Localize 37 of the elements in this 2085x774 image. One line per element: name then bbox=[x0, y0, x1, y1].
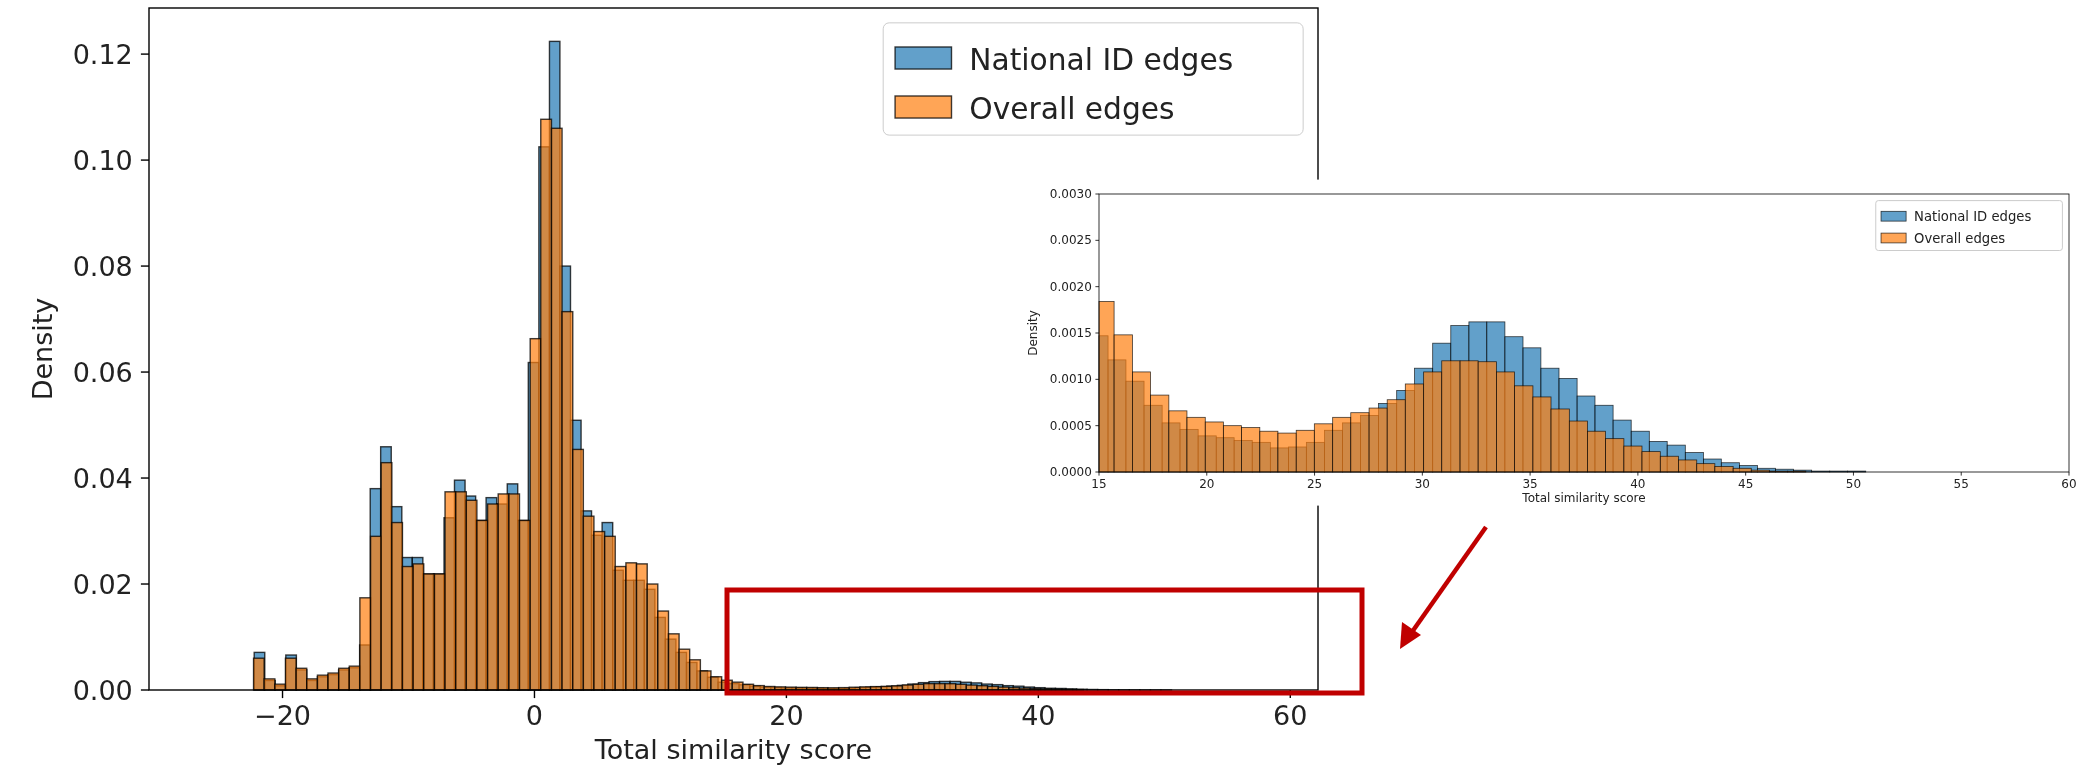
y-tick-label: 0.06 bbox=[72, 356, 133, 388]
x-tick-label: 25 bbox=[1306, 476, 1323, 491]
x-tick-label: 40 bbox=[1021, 700, 1056, 732]
x-tick-label: 60 bbox=[2061, 476, 2077, 491]
y-tick-label: 0.04 bbox=[72, 462, 133, 494]
x-tick-label: 15 bbox=[1091, 476, 1107, 491]
x-tick-label: 0 bbox=[525, 700, 544, 732]
x-tick-label: 20 bbox=[769, 700, 804, 732]
y-tick-label: 0.0000 bbox=[1049, 465, 1092, 479]
x-tick-label: 40 bbox=[1630, 476, 1646, 491]
x-axis-title: Total similarity score bbox=[593, 733, 873, 765]
x-tick-label: 20 bbox=[1199, 476, 1215, 491]
y-tick-label: 0.0030 bbox=[1049, 187, 1092, 201]
y-tick-label: 0.0015 bbox=[1049, 326, 1092, 340]
x-axis-title: Total similarity score bbox=[1521, 491, 1646, 506]
y-tick-label: 0.0005 bbox=[1049, 418, 1092, 433]
x-tick-label: 60 bbox=[1273, 700, 1308, 732]
x-tick-label: 50 bbox=[1845, 476, 1862, 491]
x-tick-label: 55 bbox=[1953, 476, 1969, 491]
y-tick-label: 0.10 bbox=[72, 144, 133, 176]
y-tick-label: 0.0025 bbox=[1049, 233, 1092, 248]
y-tick-label: 0.0010 bbox=[1049, 372, 1092, 387]
x-tick-label: 35 bbox=[1522, 476, 1538, 491]
x-tick-label: −20 bbox=[254, 700, 312, 732]
x-tick-label: 30 bbox=[1414, 476, 1430, 491]
y-tick-label: 0.12 bbox=[72, 38, 133, 70]
y-tick-label: 0.08 bbox=[72, 250, 133, 282]
x-tick-label: 45 bbox=[1738, 476, 1754, 491]
legend-label: Overall edges bbox=[1914, 231, 2006, 247]
legend-label: National ID edges bbox=[1914, 209, 2032, 225]
legend-label: Overall edges bbox=[969, 90, 1175, 126]
y-axis-title: Density bbox=[1025, 310, 1040, 356]
legend-label: National ID edges bbox=[969, 41, 1234, 77]
y-tick-label: 0.02 bbox=[72, 568, 133, 600]
y-axis-title: Density bbox=[26, 297, 58, 401]
y-tick-label: 0.00 bbox=[72, 674, 133, 706]
y-tick-label: 0.0020 bbox=[1049, 279, 1092, 294]
